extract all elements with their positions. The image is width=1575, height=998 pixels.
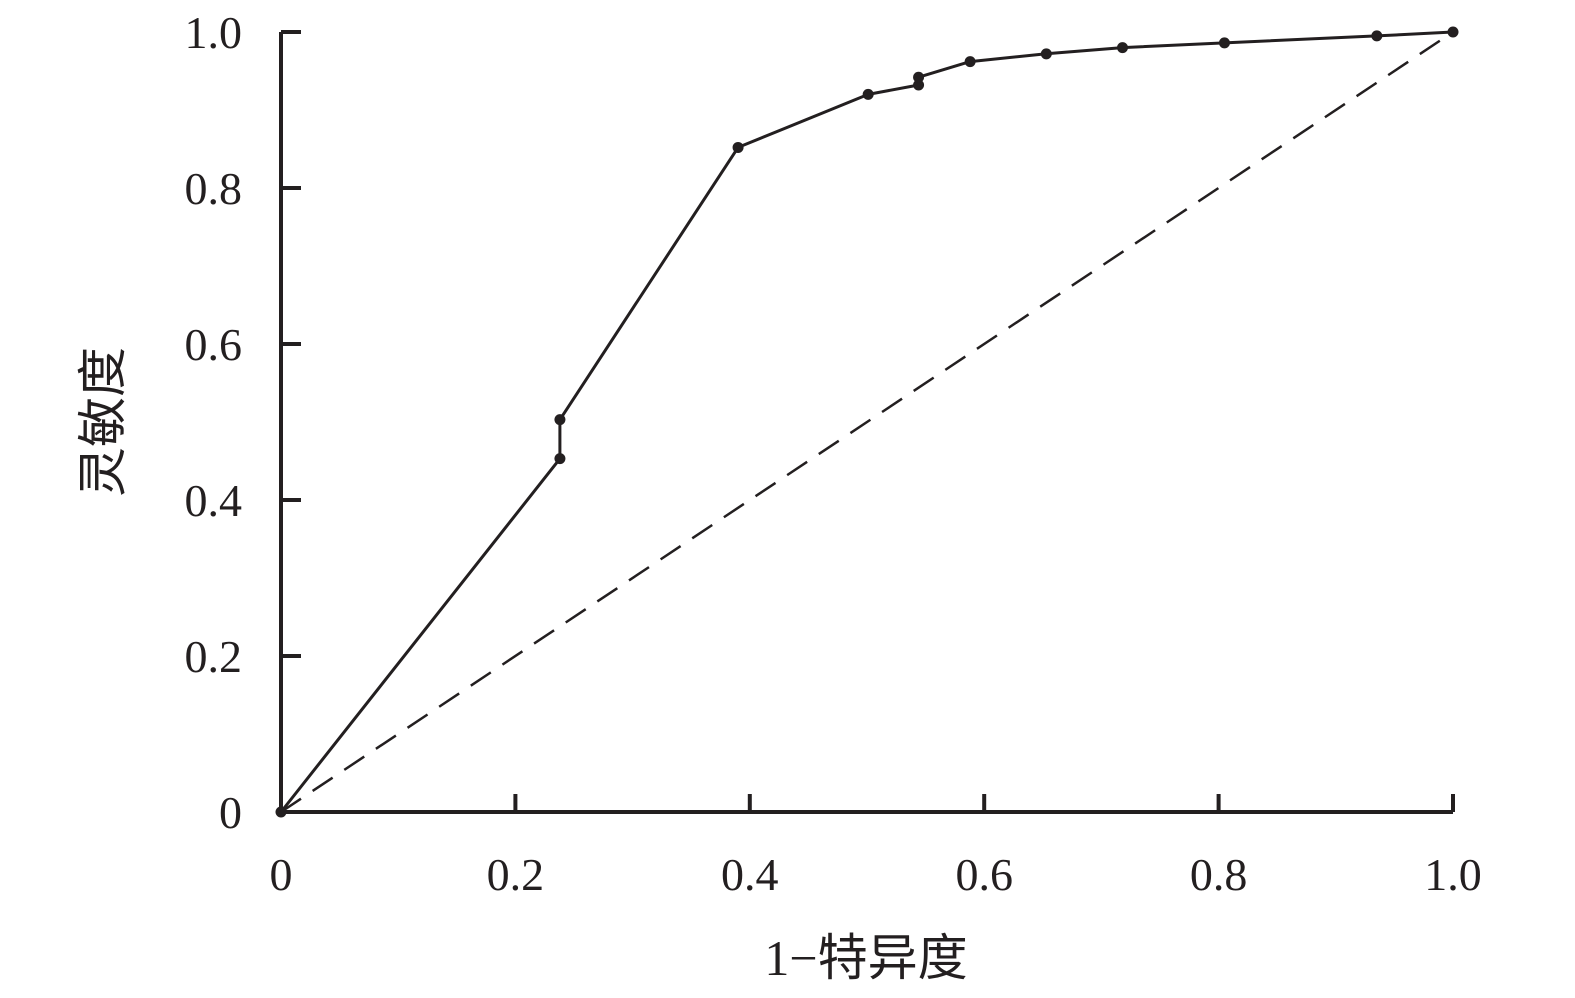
plot-area — [275, 26, 1459, 818]
y-tick-label: 0 — [219, 787, 242, 838]
y-axis-title: 灵敏度 — [75, 347, 131, 497]
roc-point — [732, 141, 744, 153]
y-tick-label: 0.8 — [185, 163, 243, 214]
y-tick-label: 0.4 — [185, 475, 243, 526]
roc-point — [913, 71, 925, 83]
y-tick-label: 1.0 — [185, 7, 243, 58]
axes — [279, 30, 1455, 814]
y-tick-label: 0.6 — [185, 319, 243, 370]
y-tick-label: 0.2 — [185, 631, 243, 682]
x-axis-title: 1−特异度 — [764, 930, 967, 986]
roc-point — [1371, 30, 1383, 42]
roc-point — [1040, 48, 1052, 60]
x-tick-label: 0.4 — [721, 849, 779, 900]
tick-labels: 0 0.2 0.4 0.6 0.8 1.0 0 0.2 0.4 0.6 0.8 1.0 — [185, 7, 1482, 900]
x-tick-label: 0.6 — [955, 849, 1013, 900]
x-tick-label: 0.8 — [1190, 849, 1248, 900]
roc-point — [1218, 37, 1230, 49]
x-tick-label: 0 — [270, 849, 293, 900]
roc-point — [554, 453, 566, 465]
roc-point — [862, 88, 874, 100]
roc-point — [913, 79, 925, 91]
roc-point — [964, 56, 976, 68]
roc-point — [554, 414, 566, 426]
reference-diagonal-line — [280, 30, 1454, 814]
roc-point — [1116, 42, 1128, 54]
x-tick-label: 0.2 — [487, 849, 545, 900]
x-tick-label: 1.0 — [1424, 849, 1482, 900]
